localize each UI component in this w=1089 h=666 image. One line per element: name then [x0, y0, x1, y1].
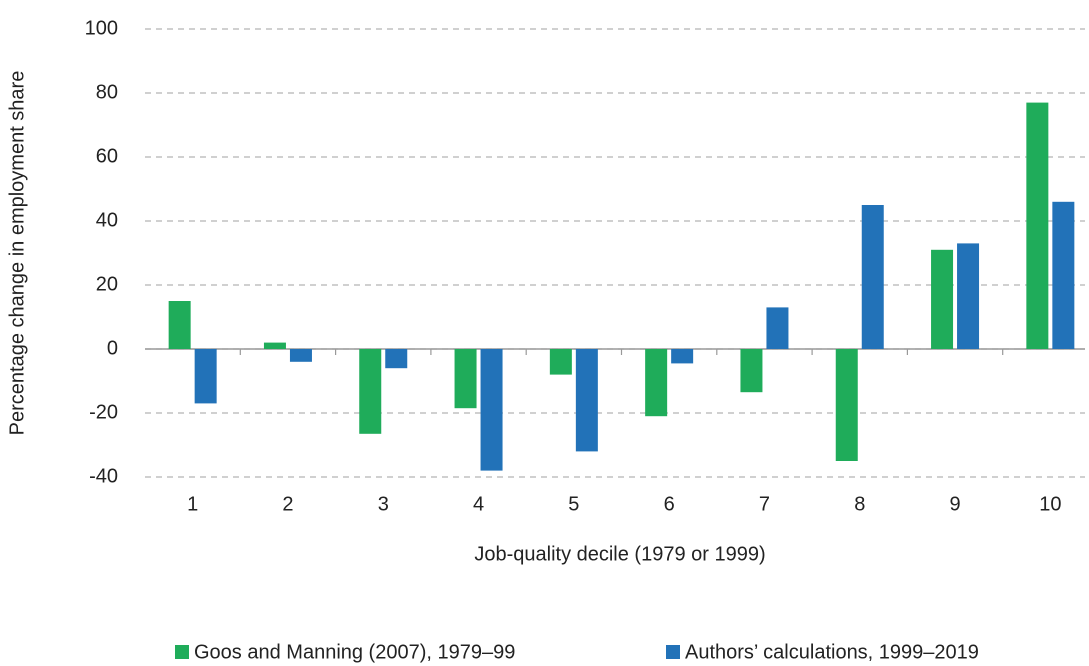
x-tick-label: 8 — [854, 493, 865, 515]
bar — [385, 349, 408, 369]
y-tick-label: 0 — [107, 337, 118, 359]
x-tick-label: 7 — [759, 493, 770, 515]
bar — [549, 349, 572, 375]
legend-label: Goos and Manning (2007), 1979–99 — [194, 641, 515, 663]
bar — [575, 349, 598, 452]
bar — [359, 349, 382, 434]
bar — [671, 349, 694, 364]
bar — [1052, 201, 1075, 349]
bar — [931, 249, 954, 349]
bar — [263, 342, 286, 349]
y-tick-label: -40 — [89, 465, 118, 487]
bar — [168, 301, 191, 349]
bar — [645, 349, 668, 417]
legend-swatch — [666, 645, 680, 659]
y-axis-title: Percentage change in employment share — [6, 71, 28, 436]
x-tick-label: 2 — [282, 493, 293, 515]
x-axis-title: Job-quality decile (1979 or 1999) — [474, 543, 765, 565]
y-tick-label: 80 — [96, 81, 118, 103]
x-tick-label: 3 — [378, 493, 389, 515]
bar — [194, 349, 217, 404]
y-tick-label: 40 — [96, 209, 118, 231]
bar — [766, 307, 789, 349]
y-tick-label: 100 — [85, 17, 118, 39]
bar — [454, 349, 477, 409]
bar — [480, 349, 503, 471]
legend-label: Authors’ calculations, 1999–2019 — [685, 641, 979, 663]
x-tick-label: 5 — [568, 493, 579, 515]
y-tick-label: -20 — [89, 401, 118, 423]
x-tick-label: 4 — [473, 493, 484, 515]
bar — [289, 349, 312, 362]
x-tick-label: 9 — [949, 493, 960, 515]
y-tick-label: 60 — [96, 145, 118, 167]
y-tick-label: 20 — [96, 273, 118, 295]
bar — [835, 349, 858, 461]
x-tick-label: 10 — [1039, 493, 1061, 515]
x-tick-label: 6 — [664, 493, 675, 515]
legend-swatch — [175, 645, 189, 659]
bar — [957, 243, 980, 349]
bar — [1026, 102, 1049, 349]
x-tick-label: 1 — [187, 493, 198, 515]
bar — [861, 205, 884, 349]
bar — [740, 349, 763, 393]
